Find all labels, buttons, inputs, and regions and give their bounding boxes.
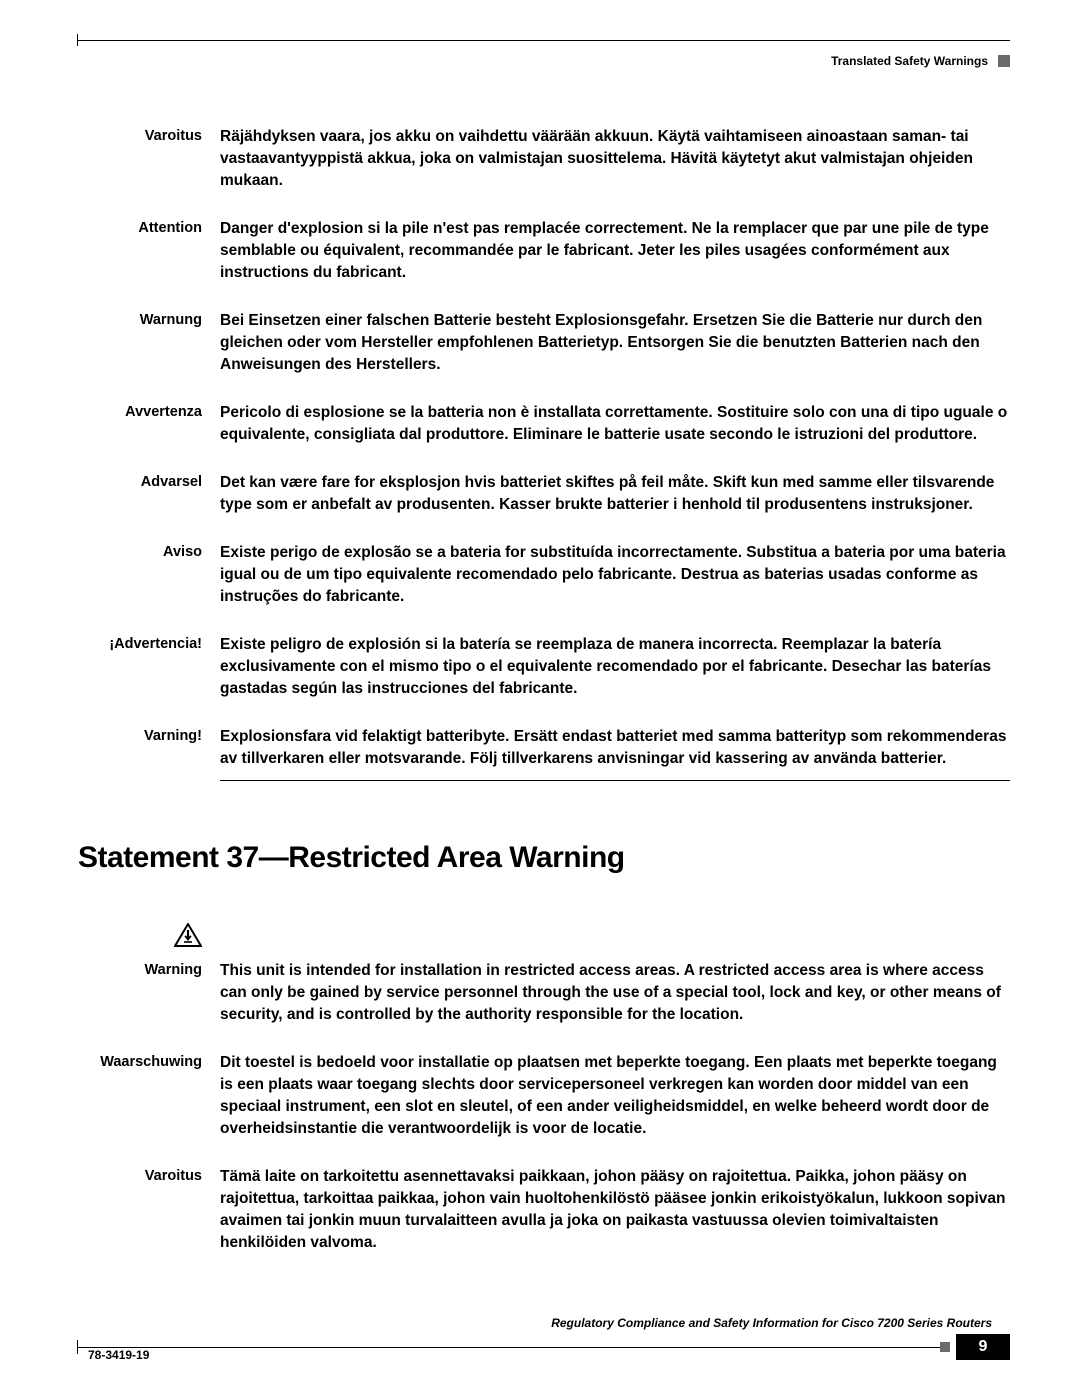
warning-row: Varoitus Räjähdyksen vaara, jos akku on … (78, 126, 1010, 192)
warning-label: Varoitus (78, 1166, 220, 1254)
warning-label: Avvertenza (78, 402, 220, 446)
warning-text: Bei Einsetzen einer falschen Batterie be… (220, 310, 1010, 376)
running-header: Translated Safety Warnings (831, 54, 1010, 68)
footer-decoration-block (940, 1342, 950, 1352)
page-number: 9 (956, 1334, 1010, 1360)
page-content: Varoitus Räjähdyksen vaara, jos akku on … (78, 126, 1010, 1280)
warning-row: Attention Danger d'explosion si la pile … (78, 218, 1010, 284)
warning-label: Attention (78, 218, 220, 284)
warning-row: Varoitus Tämä laite on tarkoitettu asenn… (78, 1166, 1010, 1254)
warning-text: Tämä laite on tarkoitettu asennettavaksi… (220, 1166, 1010, 1254)
warning-row: ¡Advertencia! Existe peligro de explosió… (78, 634, 1010, 700)
document-page: Translated Safety Warnings Varoitus Räjä… (78, 40, 1010, 1360)
footer-bar: 78-3419-19 9 (78, 1334, 1010, 1360)
warning-triangle-icon (174, 923, 202, 952)
warning-row: Avvertenza Pericolo di esplosione se la … (78, 402, 1010, 446)
warning-text: Explosionsfara vid felaktigt batteribyte… (220, 726, 1010, 770)
warning-text: This unit is intended for installation i… (220, 960, 1010, 1026)
warning-label: Varning! (78, 726, 220, 770)
warning-text: Dit toestel is bedoeld voor installatie … (220, 1052, 1010, 1140)
warning-label: Warnung (78, 310, 220, 376)
footer-rule (78, 1347, 944, 1348)
warning-text: Existe peligro de explosión si la baterí… (220, 634, 1010, 700)
warning-label: Aviso (78, 542, 220, 608)
warning-row: Advarsel Det kan være fare for eksplosjo… (78, 472, 1010, 516)
warning-text: Räjähdyksen vaara, jos akku on vaihdettu… (220, 126, 1010, 192)
warning-row: Waarschuwing Dit toestel is bedoeld voor… (78, 1052, 1010, 1140)
warning-text: Danger d'explosion si la pile n'est pas … (220, 218, 1010, 284)
warning-row: Warnung Bei Einsetzen einer falschen Bat… (78, 310, 1010, 376)
top-rule (78, 40, 1010, 41)
page-footer: Regulatory Compliance and Safety Informa… (78, 1316, 1010, 1360)
statement-heading: Statement 37—Restricted Area Warning (78, 841, 1010, 875)
warning-text: Existe perigo de explosão se a bateria f… (220, 542, 1010, 608)
footer-doc-number: 78-3419-19 (84, 1348, 153, 1362)
warning-text: Det kan være fare for eksplosjon hvis ba… (220, 472, 1010, 516)
warning-row: Warning This unit is intended for instal… (78, 960, 1010, 1026)
warning-label: ¡Advertencia! (78, 634, 220, 700)
warning-label: Waarschuwing (78, 1052, 220, 1140)
warning-icon-row (78, 923, 1010, 952)
warning-row: Varning! Explosionsfara vid felaktigt ba… (78, 726, 1010, 770)
warning-row: Aviso Existe perigo de explosão se a bat… (78, 542, 1010, 608)
warning-label: Varoitus (78, 126, 220, 192)
warning-label: Warning (78, 960, 220, 1026)
section-divider (220, 780, 1010, 781)
warning-label: Advarsel (78, 472, 220, 516)
footer-doc-title: Regulatory Compliance and Safety Informa… (78, 1316, 1010, 1330)
warning-text: Pericolo di esplosione se la batteria no… (220, 402, 1010, 446)
header-section-title: Translated Safety Warnings (831, 54, 988, 68)
header-decoration-block (998, 55, 1010, 67)
